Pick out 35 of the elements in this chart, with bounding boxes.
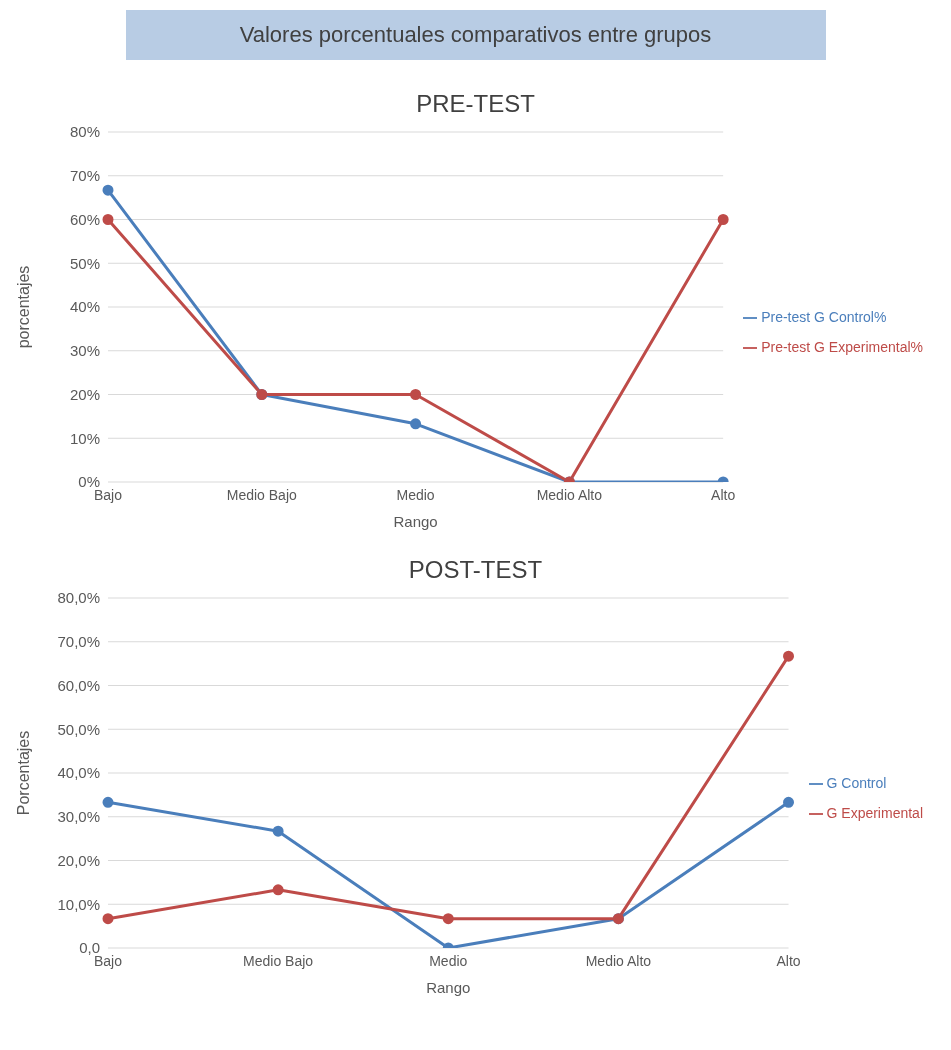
- y-tick-label: 10%: [69, 429, 100, 447]
- y-tick-label: 40,0%: [57, 764, 100, 782]
- y-tick-label: 60%: [69, 210, 100, 228]
- x-tick-label: Medio Bajo: [243, 952, 314, 969]
- x-tick-label: Medio Alto: [536, 486, 603, 503]
- x-tick-label: Medio Bajo: [226, 486, 298, 503]
- x-tick-label: Medio: [429, 952, 468, 969]
- y-tick-label: 30,0%: [57, 808, 100, 826]
- y-tick-label: 50,0%: [57, 720, 100, 738]
- y-axis-title: porcentajes: [14, 265, 32, 349]
- y-tick-label: 70%: [69, 167, 100, 185]
- y-tick-label: 20,0%: [57, 851, 100, 869]
- legend-label: Pre-test G Experimental%: [761, 339, 923, 355]
- chart-subtitle: Valores porcentuales comparativos entre grupos: [125, 10, 826, 60]
- y-tick-label: 40%: [69, 298, 100, 316]
- x-tick-label: Medio: [396, 486, 435, 503]
- chart-title: POST-TEST: [407, 556, 544, 584]
- y-tick-label: 20%: [69, 385, 100, 403]
- x-axis-title: Rango: [426, 979, 471, 996]
- y-tick-label: 80%: [69, 123, 100, 141]
- legend-label: G Control: [826, 775, 887, 791]
- y-tick-label: 30%: [69, 342, 100, 360]
- legend-label: Pre-test G Control%: [761, 309, 887, 325]
- x-tick-label: Medio Alto: [585, 952, 652, 969]
- y-tick-label: 60,0%: [57, 676, 100, 694]
- y-tick-label: 10,0%: [57, 895, 100, 913]
- x-axis-title: Rango: [393, 513, 438, 530]
- y-tick-label: 80,0%: [57, 589, 100, 607]
- x-tick-label: Alto: [776, 952, 801, 969]
- y-tick-label: 70,0%: [57, 633, 100, 651]
- y-axis-title: Porcentajes: [14, 730, 32, 816]
- x-tick-label: Alto: [711, 486, 736, 503]
- chart-title: PRE-TEST: [415, 90, 536, 118]
- legend-label: G Experimental: [826, 805, 923, 821]
- y-tick-label: 50%: [69, 254, 100, 272]
